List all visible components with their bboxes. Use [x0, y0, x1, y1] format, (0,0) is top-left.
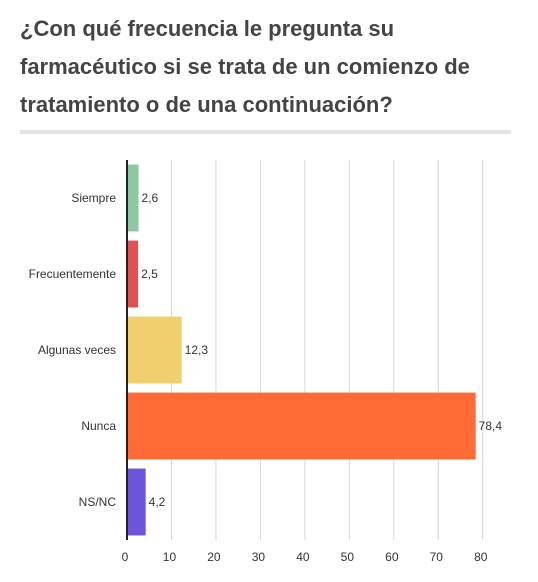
bar	[127, 392, 476, 460]
category-label: Algunas veces	[38, 343, 116, 357]
value-label: 2,5	[141, 267, 158, 281]
value-label: 4,2	[149, 495, 166, 509]
x-tick-label: 60	[385, 550, 399, 564]
category-label: Siempre	[71, 191, 116, 205]
x-tick-label: 80	[474, 550, 488, 564]
title-divider	[20, 130, 511, 134]
value-label: 78,4	[479, 419, 503, 433]
bars	[127, 164, 476, 536]
x-tick-label: 40	[296, 550, 310, 564]
x-tick-label: 0	[122, 550, 129, 564]
x-tick-label: 20	[207, 550, 221, 564]
category-label: Frecuentemente	[29, 267, 117, 281]
chart-title: ¿Con qué frecuencia le pregunta su farma…	[20, 16, 470, 117]
bar	[127, 468, 146, 536]
x-tick-label: 10	[163, 550, 177, 564]
bar	[127, 316, 182, 384]
x-tick-label: 50	[341, 550, 355, 564]
category-label: NS/NC	[79, 495, 117, 509]
value-label: 2,6	[142, 191, 159, 205]
title-block: ¿Con qué frecuencia le pregunta su farma…	[20, 10, 512, 124]
labels: 0 10 20 30 40 50 60 70 80 Siempre 2,6 Frecuentement…	[29, 191, 503, 564]
x-tick-label: 30	[252, 550, 266, 564]
x-tick-label: 70	[430, 550, 444, 564]
bar	[127, 164, 139, 232]
category-label: Nunca	[81, 419, 116, 433]
gridlines	[170, 160, 484, 540]
value-label: 12,3	[185, 343, 209, 357]
bar	[127, 240, 139, 308]
